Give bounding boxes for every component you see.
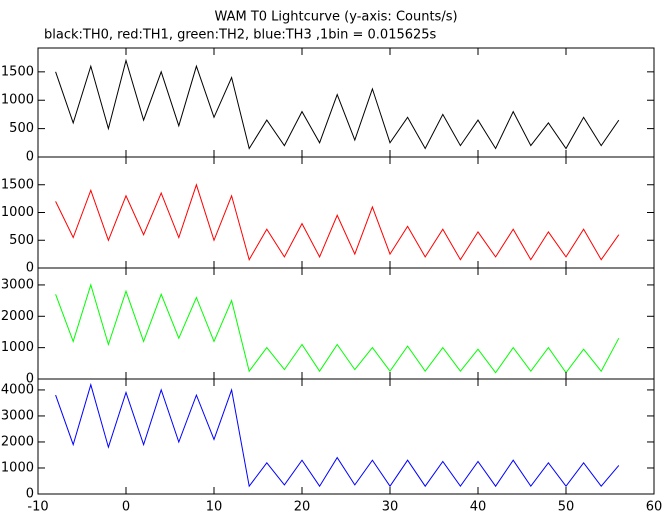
y-tick-label: 0: [26, 487, 34, 502]
y-tick-label: 2000: [1, 434, 34, 449]
y-tick-label: 0: [26, 372, 34, 387]
panel-frame: [37, 378, 655, 495]
y-tick-label: 1000: [1, 205, 34, 220]
x-tick-label: 20: [294, 500, 311, 515]
x-tick-label: 30: [382, 500, 399, 515]
x-tick-label: 50: [558, 500, 575, 515]
x-tick-label: 10: [206, 500, 223, 515]
y-tick-label: 4000: [1, 382, 34, 397]
y-tick-label: 1000: [1, 340, 34, 355]
y-tick-label: 1000: [1, 460, 34, 475]
data-line: [55, 382, 620, 488]
panel-frame: [37, 267, 655, 380]
y-tick-label: 1000: [1, 93, 34, 108]
x-tick-label: 40: [470, 500, 487, 515]
data-line: [55, 58, 620, 150]
x-tick-label: 0: [122, 500, 130, 515]
x-tick-label: -10: [27, 500, 48, 515]
y-tick-label: 2000: [1, 309, 34, 324]
y-tick-label: 0: [26, 150, 34, 165]
y-tick-label: 500: [9, 233, 34, 248]
y-tick-label: 3000: [1, 277, 34, 292]
y-tick-label: 500: [9, 121, 34, 136]
chart-subtitle: black:TH0, red:TH1, green:TH2, blue:TH3 …: [44, 28, 437, 43]
y-tick-label: 3000: [1, 408, 34, 423]
y-tick-label: 0: [26, 261, 34, 276]
panel-frame: [37, 47, 655, 158]
chart-title: WAM T0 Lightcurve (y-axis: Counts/s): [214, 10, 457, 25]
y-tick-label: 1500: [1, 64, 34, 79]
x-tick-label: 60: [646, 500, 663, 515]
data-line: [55, 283, 620, 374]
y-tick-label: 1500: [1, 177, 34, 192]
data-line: [55, 183, 620, 261]
